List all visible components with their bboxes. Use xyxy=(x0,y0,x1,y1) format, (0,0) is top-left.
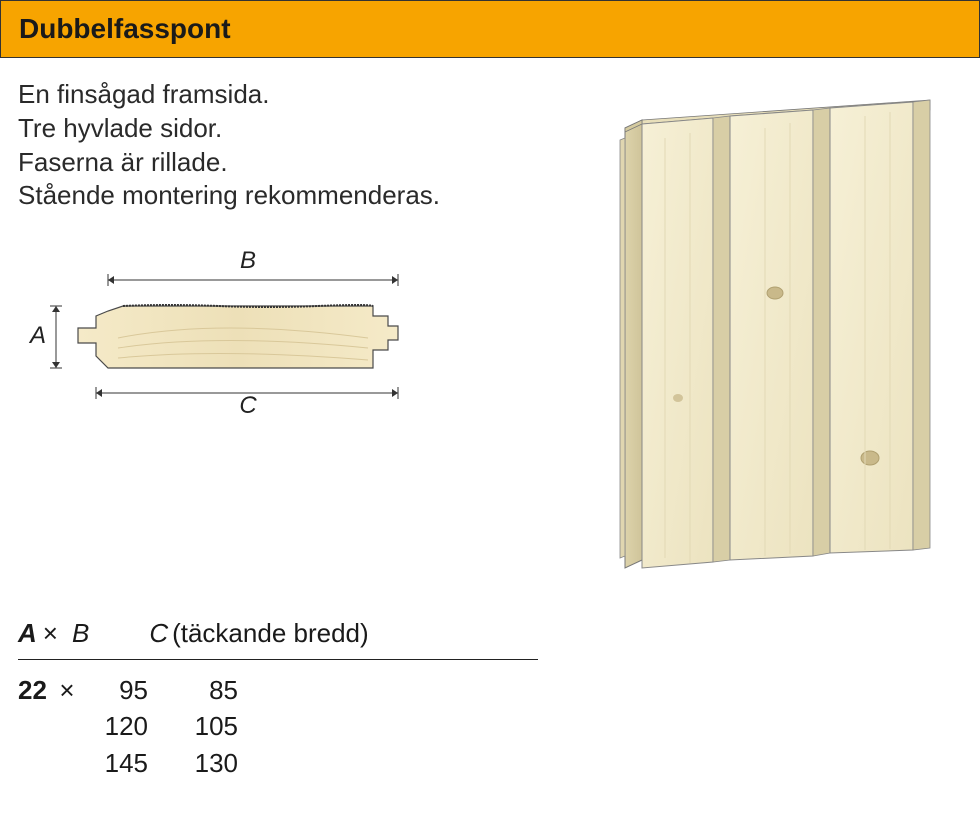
cell-C: 105 xyxy=(148,708,238,744)
content-area: En finsågad framsida. Tre hyvlade sidor.… xyxy=(0,58,980,213)
table-col-A: A xyxy=(18,618,37,649)
table-col-C-desc: (täckande bredd) xyxy=(172,618,369,649)
table-body: 22 × 95 85 120 105 145 130 xyxy=(18,672,538,781)
cell-times xyxy=(56,745,78,781)
dim-label-B: B xyxy=(240,248,256,274)
table-row: 145 130 xyxy=(18,745,538,781)
dim-label-C: C xyxy=(239,392,257,419)
cell-B: 95 xyxy=(78,672,148,708)
cell-times: × xyxy=(56,672,78,708)
table-divider xyxy=(18,659,538,660)
table-row: 120 105 xyxy=(18,708,538,744)
title-text: Dubbelfasspont xyxy=(19,13,231,45)
cell-times xyxy=(56,708,78,744)
cell-A: 22 xyxy=(18,672,56,708)
dimension-table: A × B C (täckande bredd) 22 × 95 85 120 … xyxy=(18,618,538,781)
table-col-B: B xyxy=(72,618,89,649)
cell-A xyxy=(18,708,56,744)
cell-A xyxy=(18,745,56,781)
profile-diagram: B A xyxy=(18,248,438,433)
panel-3d xyxy=(570,88,950,593)
table-col-times: × xyxy=(37,618,64,649)
table-row: 22 × 95 85 xyxy=(18,672,538,708)
title-bar: Dubbelfasspont xyxy=(0,0,980,58)
cell-C: 85 xyxy=(148,672,238,708)
dim-label-A: A xyxy=(28,322,46,349)
cell-C: 130 xyxy=(148,745,238,781)
cell-B: 120 xyxy=(78,708,148,744)
cell-B: 145 xyxy=(78,745,148,781)
table-header: A × B C (täckande bredd) xyxy=(18,618,538,659)
table-col-C: C xyxy=(149,618,168,649)
